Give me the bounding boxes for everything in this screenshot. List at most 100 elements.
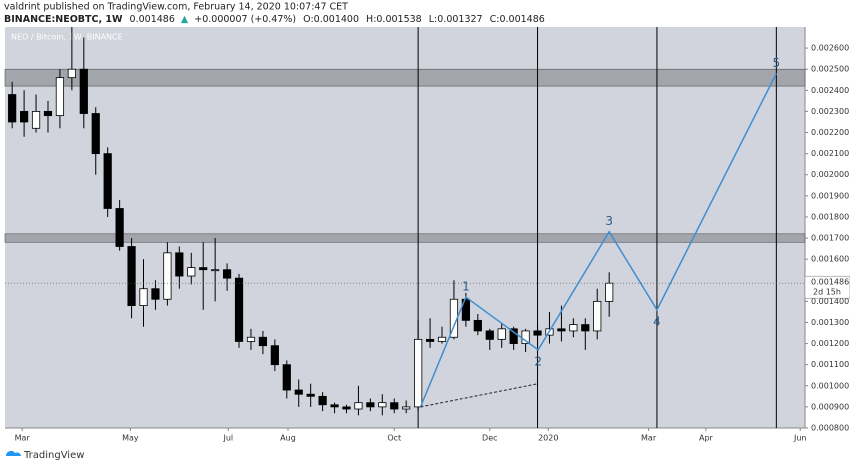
candle-body	[330, 404, 339, 408]
footer: TradingView	[6, 450, 84, 461]
y-tick-label: 0.001200	[811, 339, 849, 348]
y-tick-label: 0.001300	[811, 318, 849, 327]
candle-body	[103, 153, 112, 209]
candle-body	[509, 328, 518, 344]
x-tick-label: Oct	[387, 434, 401, 443]
candle-body	[378, 402, 387, 408]
candle-body	[437, 336, 447, 342]
candle-body	[151, 288, 160, 300]
x-tick-label: Dec	[482, 434, 497, 443]
wave-label: 5	[773, 56, 781, 70]
x-tick-label: 2020	[538, 434, 558, 443]
x-tick-label: Jun	[793, 434, 807, 443]
candle-body	[115, 208, 124, 247]
candle-body	[31, 111, 41, 129]
watermark: NEO / Bitcoin, 1W, BINANCE	[11, 33, 123, 42]
candle-body	[366, 402, 375, 408]
candle-body	[270, 345, 279, 366]
y-tick-label: 0.001700	[811, 234, 849, 243]
publisher: valdrint published on TradingView.com, F…	[4, 2, 348, 13]
candle-body	[163, 252, 172, 300]
y-tick-label: 0.002500	[811, 65, 849, 74]
y-tick-label: 0.002200	[811, 128, 849, 137]
zone	[4, 233, 806, 243]
candle-body	[473, 319, 482, 332]
x-tick-label: Aug	[280, 434, 296, 443]
candle-body	[605, 282, 614, 302]
candle-body	[569, 324, 578, 332]
candle-body	[425, 338, 435, 342]
candle-body	[91, 113, 100, 155]
arrow: ▲	[181, 14, 189, 25]
brand: TradingView	[23, 450, 84, 461]
y-tick-label: 0.002600	[811, 44, 849, 53]
candle-body	[497, 328, 506, 340]
candle-body	[20, 111, 29, 123]
high: H:0.001538	[366, 14, 422, 25]
candle-body	[390, 402, 399, 410]
plot: 0.000800 0.000900 0.001000 0.001100 0.001200…	[4, 27, 850, 443]
candle-body	[461, 298, 470, 321]
y-tick-label: 0.001800	[811, 212, 849, 221]
candle-body	[8, 94, 17, 123]
x-tick-label: Mar	[15, 434, 31, 443]
candle-body	[246, 336, 256, 342]
candle-body	[199, 267, 208, 271]
y-tick-label: 0.002100	[811, 149, 849, 158]
last-price-label: 0.001486	[811, 278, 849, 287]
candle-body	[306, 393, 315, 397]
y-tick-label: 0.002300	[811, 107, 849, 116]
wave-label: 4	[653, 314, 661, 328]
candle-body	[318, 395, 327, 406]
candle-body	[354, 402, 363, 410]
change: +0.000007 (+0.47%)	[194, 14, 296, 25]
price: 0.001486	[130, 14, 175, 25]
x-tick-label: Jul	[222, 434, 233, 443]
candle-body	[187, 267, 196, 277]
candle-body	[67, 68, 76, 79]
zone	[4, 68, 806, 87]
wave-label: 2	[534, 354, 542, 368]
y-tick-label: 0.001600	[811, 255, 849, 264]
countdown: 2d 15h	[813, 288, 841, 297]
wave-label: 1	[462, 280, 470, 294]
y-tick-label: 0.002400	[811, 86, 849, 95]
y-tick-label: 0.000800	[811, 424, 849, 433]
y-tick-label: 0.001400	[811, 297, 849, 306]
logo	[6, 450, 21, 456]
candle-body	[342, 406, 351, 410]
x-tick-label: Apr	[699, 434, 714, 443]
wave-line	[419, 73, 778, 408]
candle-body	[581, 324, 590, 332]
candle-body	[234, 277, 244, 342]
y-tick-label: 0.001100	[811, 360, 849, 369]
candle-body	[485, 330, 494, 340]
candle-body	[294, 389, 303, 395]
symbol-line: BINANCE:NEOBTC, 1W 0.001486 ▲ +0.000007 …	[4, 14, 545, 25]
candle-body	[211, 269, 220, 272]
candle-body	[402, 406, 411, 410]
candle-body	[139, 288, 148, 306]
candle-body	[282, 364, 291, 391]
candle-body	[127, 246, 136, 306]
candle-body	[557, 328, 566, 332]
y-tick-label: 0.001900	[811, 191, 849, 200]
candle-body	[258, 336, 268, 347]
candle-body	[222, 269, 232, 279]
candle-body	[533, 330, 542, 336]
candle-body	[593, 300, 602, 332]
y-tick-label: 0.000900	[811, 402, 849, 411]
candle-body	[414, 338, 423, 408]
candle-body	[43, 111, 53, 117]
wave-label: 3	[605, 214, 613, 228]
symbol: BINANCE:NEOBTC, 1W	[4, 14, 123, 25]
last-price-box	[804, 275, 850, 299]
open: O:0.001400	[303, 14, 359, 25]
candle-body	[175, 252, 184, 277]
low: L:0.001327	[429, 14, 483, 25]
y-tick-label: 0.001000	[811, 381, 849, 390]
candle-body	[79, 68, 88, 114]
close: C:0.001486	[490, 14, 545, 25]
